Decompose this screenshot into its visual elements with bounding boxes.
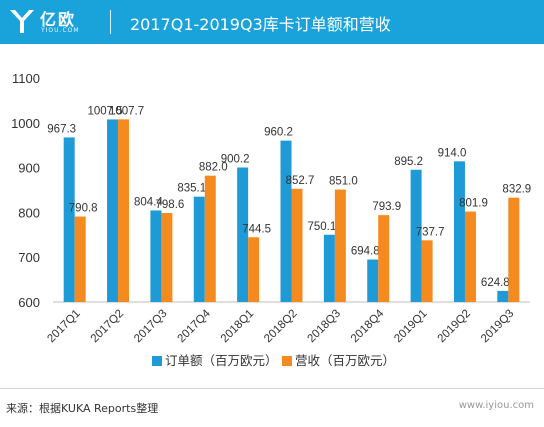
x-tick-label: 2019Q1 [392, 308, 429, 345]
bar-orders [323, 234, 335, 302]
data-label-orders: 694.8 [351, 246, 380, 258]
data-label-orders: 835.1 [177, 183, 206, 195]
footer-divider [0, 388, 544, 389]
data-label-revenue: 852.7 [286, 175, 315, 187]
data-label-revenue: 744.5 [242, 223, 271, 235]
x-tick-label: 2018Q1 [219, 308, 256, 345]
legend-swatch-revenue [282, 356, 292, 366]
bar-revenue [118, 119, 130, 302]
bar-revenue [161, 213, 173, 302]
logo-text: 亿欧 [40, 10, 77, 29]
data-label-revenue: 851.0 [329, 176, 358, 188]
bar-revenue [508, 197, 520, 302]
header-divider [110, 10, 111, 34]
data-label-orders: 624.8 [481, 277, 510, 289]
legend-label-revenue: 营收（百万欧元） [295, 353, 395, 368]
data-label-orders: 895.2 [394, 156, 423, 168]
data-label-revenue: 737.7 [416, 226, 445, 238]
data-label-revenue: 832.9 [502, 184, 531, 196]
data-label-orders: 914.0 [438, 147, 467, 159]
bar-orders [150, 210, 162, 302]
x-tick-label: 2019Q2 [436, 308, 473, 345]
watermark: www.iyiou.com [458, 400, 534, 411]
data-label-revenue: 790.8 [69, 203, 98, 215]
legend-label-orders: 订单额（百万欧元） [165, 353, 278, 368]
data-label-revenue: 801.9 [459, 198, 488, 210]
chart-title: 2017Q1-2019Q3库卡订单额和营收 [130, 15, 391, 34]
bar-revenue [204, 175, 216, 302]
bar-chart: 600 700 800 900 1000 1100 967.3 790.8 2017Q1 1007… [11, 71, 531, 368]
data-label-orders: 900.2 [221, 154, 250, 166]
data-label-orders: 804.4 [134, 196, 163, 208]
bar-orders [280, 140, 292, 302]
data-label-orders: 750.1 [307, 221, 336, 233]
data-label-orders: 967.3 [47, 123, 76, 135]
x-tick-label: 2018Q3 [306, 308, 343, 345]
y-tick-label: 800 [18, 205, 40, 220]
x-tick-label: 2017Q4 [175, 307, 213, 345]
data-label-orders: 960.2 [264, 127, 293, 139]
x-tick-label: 2019Q3 [479, 308, 516, 345]
logo-subtext: YIOU.COM [41, 27, 80, 34]
bar-revenue [464, 211, 476, 302]
header-banner: 亿欧 YIOU.COM 2017Q1-2019Q3库卡订单额和营收 [0, 0, 544, 44]
bar-revenue [248, 237, 260, 302]
y-tick-label: 1100 [12, 71, 40, 86]
x-tick-label: 2017Q2 [89, 308, 126, 345]
bar-revenue [291, 188, 303, 302]
data-label-orders: 1007.5 [87, 105, 122, 117]
bar-orders [63, 137, 75, 302]
bar-revenue [378, 215, 390, 302]
bar-revenue [74, 216, 86, 302]
yiou-logo-icon [10, 10, 34, 33]
x-tick-label: 2017Q1 [45, 308, 82, 345]
x-tick-label: 2017Q3 [132, 308, 169, 345]
bar-revenue [421, 240, 433, 302]
source-note: 来源：根据KUKA Reports整理 [6, 402, 159, 415]
bar-orders [453, 161, 465, 302]
legend-swatch-orders [152, 356, 162, 366]
y-tick-label: 600 [18, 295, 40, 310]
data-label-revenue: 798.6 [156, 199, 185, 211]
bar-revenue [334, 189, 346, 302]
bar-orders [367, 259, 379, 302]
data-label-revenue: 793.9 [372, 201, 401, 213]
bar-orders [410, 169, 422, 302]
y-tick-label: 1000 [11, 116, 40, 131]
x-tick-label: 2018Q4 [349, 307, 387, 345]
bar-orders [497, 290, 509, 302]
bar-orders [193, 196, 205, 302]
bar-orders [237, 167, 249, 302]
data-label-revenue: 882.0 [199, 162, 228, 174]
y-tick-label: 900 [18, 161, 40, 176]
x-tick-label: 2018Q2 [262, 308, 299, 345]
y-tick-label: 700 [18, 250, 40, 265]
bar-orders [107, 119, 119, 302]
data-label-revenue: 1007.7 [109, 105, 144, 117]
